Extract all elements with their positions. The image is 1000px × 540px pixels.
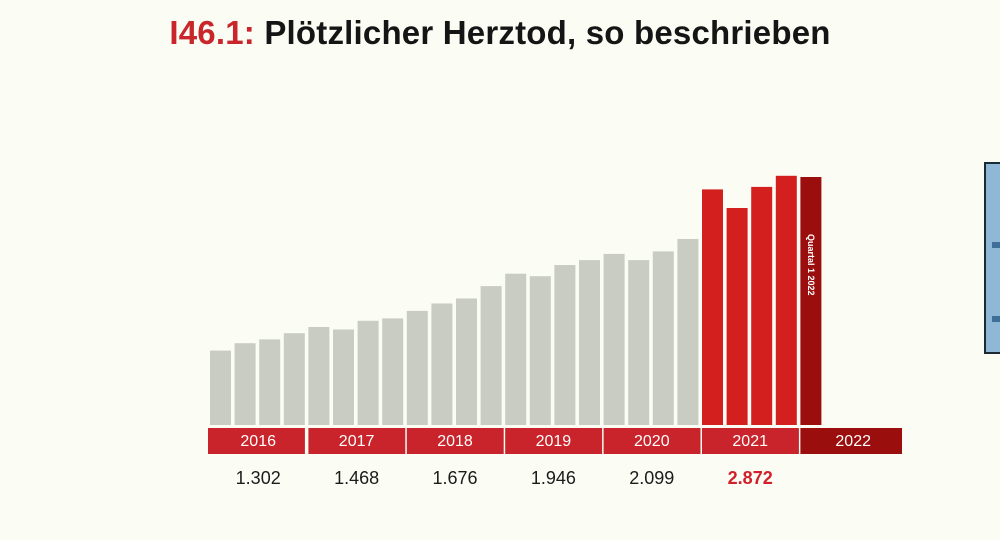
year-label-2016: 2016	[240, 433, 276, 450]
year-label-2020: 2020	[634, 433, 670, 450]
year-band-2018	[406, 428, 504, 454]
bar-2016-q4	[283, 333, 305, 425]
side-panel	[984, 162, 1000, 354]
year-total-2021: 2.872	[728, 468, 773, 488]
bar-2021-q4	[775, 175, 797, 425]
year-total-2020: 2.099	[629, 468, 674, 488]
bar-2019-q1	[505, 273, 527, 425]
bar-2020-q1	[603, 253, 625, 425]
page-title: I46.1: Plötzlicher Herztod, so beschrieb…	[0, 14, 1000, 52]
year-total-2018: 1.676	[432, 468, 477, 488]
year-total-2016: 1.302	[236, 468, 281, 488]
bar-2021-q2	[726, 208, 748, 425]
bar-2019-q4	[579, 260, 600, 425]
year-band-2016	[208, 428, 305, 454]
title-code: I46.1:	[169, 14, 255, 51]
bar-2021-q1	[702, 189, 723, 425]
year-label-2017: 2017	[339, 433, 375, 450]
bar-2020-q4	[677, 239, 699, 425]
bar-2017-q4	[382, 318, 404, 425]
year-band-2021	[702, 428, 799, 454]
annotation-quarter: Quartal 1 2022	[806, 234, 816, 296]
year-label-2019: 2019	[536, 433, 572, 450]
year-band-2017	[308, 428, 406, 454]
bar-2020-q3	[652, 251, 674, 425]
year-band-2020	[603, 428, 701, 454]
bar-2019-q2	[529, 276, 551, 425]
year-total-2019: 1.946	[531, 468, 576, 488]
year-label-2022: 2022	[835, 433, 871, 450]
bar-2018-q3	[456, 298, 477, 425]
bar-2017-q3	[357, 320, 379, 425]
bar-2022-q1	[800, 177, 822, 425]
year-label-2021: 2021	[732, 433, 768, 450]
title-text: Plötzlicher Herztod, so beschrieben	[264, 14, 831, 51]
bar-2020-q2	[628, 260, 650, 425]
year-total-2017: 1.468	[334, 468, 379, 488]
bar-2017-q2	[333, 329, 354, 425]
bar-2018-q2	[431, 303, 453, 425]
bar-2017-q1	[308, 327, 330, 425]
year-band-2019	[505, 428, 603, 454]
bar-2018-q1	[406, 310, 428, 425]
bar-2016-q1	[210, 350, 231, 425]
bar-2016-q2	[234, 343, 256, 425]
bar-2021-q3	[751, 186, 773, 425]
bar-2018-q4	[480, 286, 502, 425]
bar-2019-q3	[554, 265, 576, 425]
bar-2016-q3	[259, 339, 281, 425]
year-band-2022	[800, 428, 902, 454]
year-label-2018: 2018	[437, 433, 473, 450]
